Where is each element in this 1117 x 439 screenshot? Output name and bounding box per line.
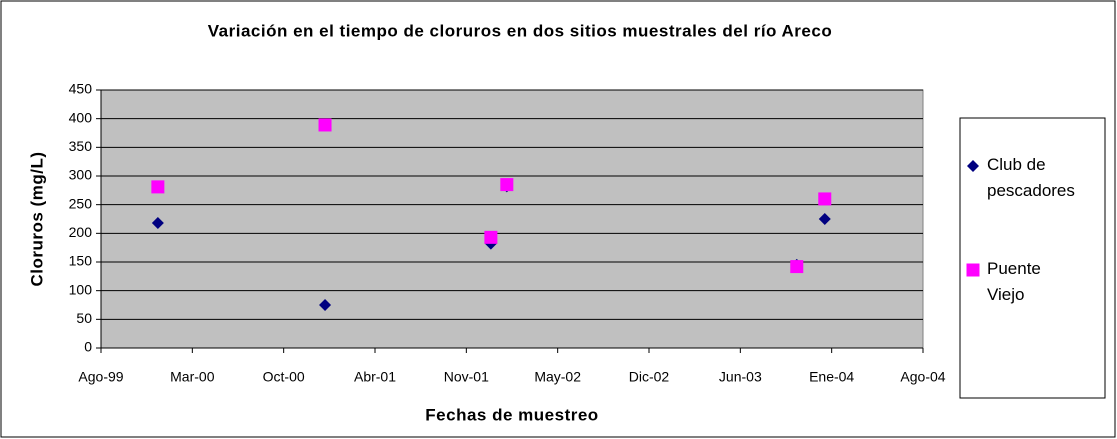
y-tick-label: 150 — [69, 253, 93, 269]
legend-label: Puente Viejo — [987, 259, 1041, 304]
legend-line: Viejo — [987, 285, 1025, 304]
legend-marker — [967, 160, 979, 172]
x-tick-label: Ene-04 — [809, 369, 854, 385]
square-marker — [484, 230, 498, 244]
legend-line: pescadores — [987, 181, 1075, 200]
y-tick-label: 400 — [69, 109, 93, 125]
y-tick-label: 250 — [69, 195, 93, 211]
chart-title: Variación en el tiempo de cloruros en do… — [208, 21, 832, 40]
x-tick-label: Ago-99 — [78, 369, 123, 385]
x-tick-label: Dic-02 — [629, 369, 670, 385]
legend-box — [959, 117, 1106, 399]
y-tick-label: 300 — [69, 167, 93, 183]
x-tick-label: Ago-04 — [900, 369, 945, 385]
square-marker — [500, 178, 514, 192]
y-tick-label: 350 — [69, 138, 93, 154]
y-tick-label: 450 — [69, 81, 93, 97]
y-tick-label: 200 — [69, 224, 93, 240]
x-tick-label: Jun-03 — [719, 369, 762, 385]
x-tick-label: Nov-01 — [444, 369, 489, 385]
square-marker — [790, 260, 804, 274]
legend-line: Puente — [987, 259, 1041, 278]
plot-area — [100, 89, 924, 349]
x-tick-label: Mar-00 — [170, 369, 215, 385]
y-tick-label: 50 — [76, 310, 92, 326]
x-tick-label: Oct-00 — [263, 369, 305, 385]
square-marker — [818, 192, 832, 206]
diamond-marker — [319, 299, 332, 311]
x-tick-label: Abr-01 — [354, 369, 396, 385]
diamond-marker — [818, 213, 831, 225]
legend-label: Club de pescadores — [987, 155, 1075, 200]
square-marker — [151, 180, 165, 194]
y-tick-label: 100 — [69, 281, 93, 297]
x-axis-title: Fechas de muestreo — [425, 405, 598, 424]
y-axis-title: Cloruros (mg/L) — [27, 152, 46, 287]
diamond-marker — [151, 217, 164, 230]
legend-marker — [966, 263, 980, 277]
legend-line: Club de — [987, 155, 1046, 174]
y-tick-label: 0 — [84, 339, 92, 355]
square-marker — [318, 118, 332, 132]
x-tick-label: May-02 — [534, 369, 581, 385]
